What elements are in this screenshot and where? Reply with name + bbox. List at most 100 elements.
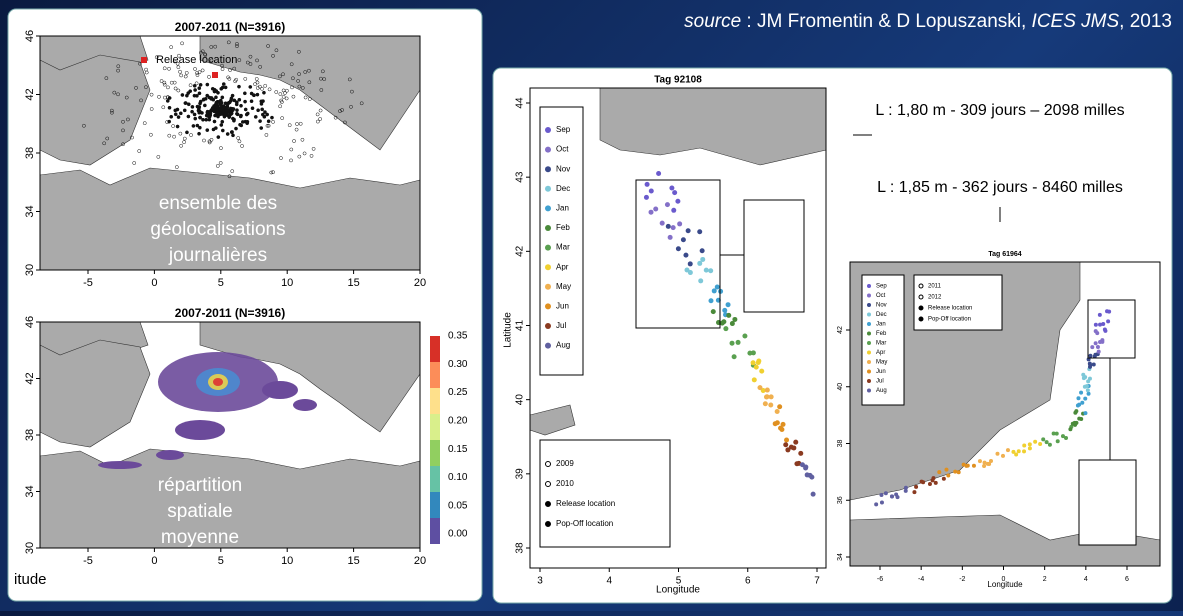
track-point — [1073, 410, 1078, 415]
track-point — [1064, 436, 1069, 441]
y-tick-label: 38 — [515, 542, 526, 554]
track-point — [105, 136, 110, 141]
track-point — [234, 102, 239, 107]
track-point — [253, 115, 258, 119]
track-point — [742, 333, 748, 339]
density-blob — [293, 399, 317, 411]
plot-title: Tag 92108 — [654, 75, 702, 86]
track-point — [315, 112, 320, 117]
track-point — [102, 141, 107, 146]
y-tick-label: 42 — [24, 372, 36, 384]
legend-swatch — [545, 146, 551, 153]
legend-label: May — [556, 282, 571, 291]
track-point — [946, 473, 951, 478]
track-point — [167, 105, 172, 110]
track-point — [256, 108, 260, 113]
track-point — [227, 76, 232, 81]
legend-label: 2012 — [928, 295, 942, 301]
track-point — [982, 464, 987, 469]
source-authors: : JM Fromentin & D Lopuszanski, — [741, 11, 1031, 32]
inset-frame — [635, 179, 721, 329]
track-point — [1106, 319, 1111, 324]
track-point — [1084, 384, 1089, 389]
track-point — [213, 44, 218, 49]
legend-box — [539, 439, 671, 548]
land — [849, 261, 1081, 501]
y-tick-label: 38 — [24, 147, 36, 159]
track-point — [283, 91, 287, 95]
track-point — [298, 121, 303, 126]
track-point — [193, 88, 197, 92]
colorbar-segment — [430, 362, 440, 388]
track-point — [297, 72, 301, 76]
track-point — [186, 91, 191, 95]
track-point — [144, 70, 149, 75]
track-point — [190, 109, 194, 114]
legend-label: Oct — [556, 145, 569, 154]
y-tick-label: 38 — [24, 429, 36, 441]
land — [199, 35, 421, 151]
overlay-text: moyenne — [161, 527, 239, 548]
colorbar-label: 0.35 — [448, 331, 468, 342]
annotation: L : 1,80 m - 309 jours – 2098 milles — [875, 102, 1124, 119]
track-point — [700, 256, 706, 262]
y-tick-label: 46 — [24, 316, 36, 328]
track-point — [207, 113, 212, 118]
track-point — [890, 494, 895, 499]
track-point — [711, 288, 717, 294]
x-tick-label: 7 — [814, 576, 820, 587]
track-point — [189, 133, 193, 137]
track-point — [167, 96, 172, 100]
track-point — [200, 68, 205, 73]
track-point — [956, 470, 961, 475]
track-point — [166, 85, 170, 90]
track-point — [172, 59, 177, 64]
track-point — [284, 88, 289, 93]
density-blob — [156, 450, 184, 460]
track-point — [165, 99, 170, 103]
track-point — [265, 123, 270, 128]
track-point — [259, 102, 264, 106]
y-tick-label: 42 — [24, 88, 36, 100]
track-point — [1097, 312, 1102, 317]
track-point — [82, 123, 86, 128]
track-point — [207, 139, 212, 144]
track-point — [750, 350, 756, 356]
track-point — [157, 94, 161, 99]
track-point — [249, 99, 254, 104]
track-point — [162, 66, 167, 71]
track-point — [1038, 441, 1043, 446]
x-axis-label: Longitude — [987, 580, 1023, 589]
x-tick-label: -5 — [83, 555, 93, 567]
track-point — [194, 81, 199, 86]
track-point — [239, 103, 243, 108]
track-point — [1093, 329, 1098, 334]
legend-swatch — [545, 461, 551, 467]
track-point — [204, 117, 209, 122]
track-point — [291, 76, 295, 81]
track-point — [1079, 416, 1084, 421]
track-point — [729, 321, 735, 327]
track-point — [225, 105, 230, 110]
track-point — [953, 469, 958, 474]
density-blob — [213, 378, 223, 386]
track-point — [735, 339, 741, 345]
track-point — [230, 169, 235, 174]
track-point — [195, 73, 200, 77]
track-point — [203, 103, 207, 108]
x-tick-label: 10 — [281, 555, 293, 567]
x-tick-label: 4 — [606, 576, 612, 587]
overlay-text: répartition — [158, 475, 243, 496]
legend-label: Nov — [556, 164, 570, 173]
track-point — [670, 225, 676, 231]
track-point — [723, 326, 729, 332]
track-point — [109, 108, 114, 113]
track-point — [209, 45, 214, 49]
track-point — [240, 144, 244, 148]
legend-label: Mar — [556, 243, 570, 252]
x-tick-label: 2 — [1043, 576, 1047, 583]
inset-frame — [1078, 459, 1137, 546]
colorbar-label: 0.00 — [448, 529, 468, 540]
track-point — [267, 87, 272, 92]
legend-swatch — [545, 225, 551, 231]
